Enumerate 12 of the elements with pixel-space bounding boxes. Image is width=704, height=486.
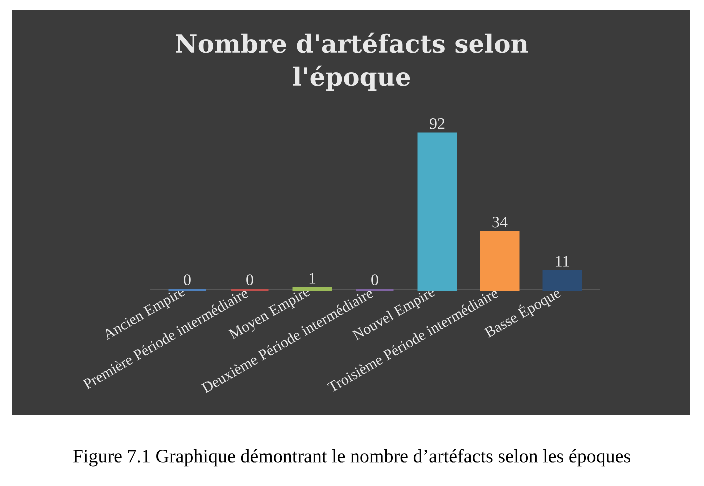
- data-label: 11: [556, 256, 570, 267]
- data-label: 0: [372, 274, 378, 286]
- bar: [480, 231, 520, 291]
- data-label: 0: [184, 274, 191, 286]
- bar: [418, 132, 458, 291]
- data-label: 1: [310, 273, 316, 284]
- data-label: 92: [430, 118, 445, 130]
- data-label: 0: [246, 274, 254, 286]
- data-label: 34: [492, 216, 508, 228]
- bar: [542, 270, 582, 291]
- chart-title: Nombre d'artéfacts selon l'époque: [176, 32, 528, 92]
- caption: Figure 7.1 Graphique démontrant le nombre d’artéfacts selon les époques: [73, 449, 630, 467]
